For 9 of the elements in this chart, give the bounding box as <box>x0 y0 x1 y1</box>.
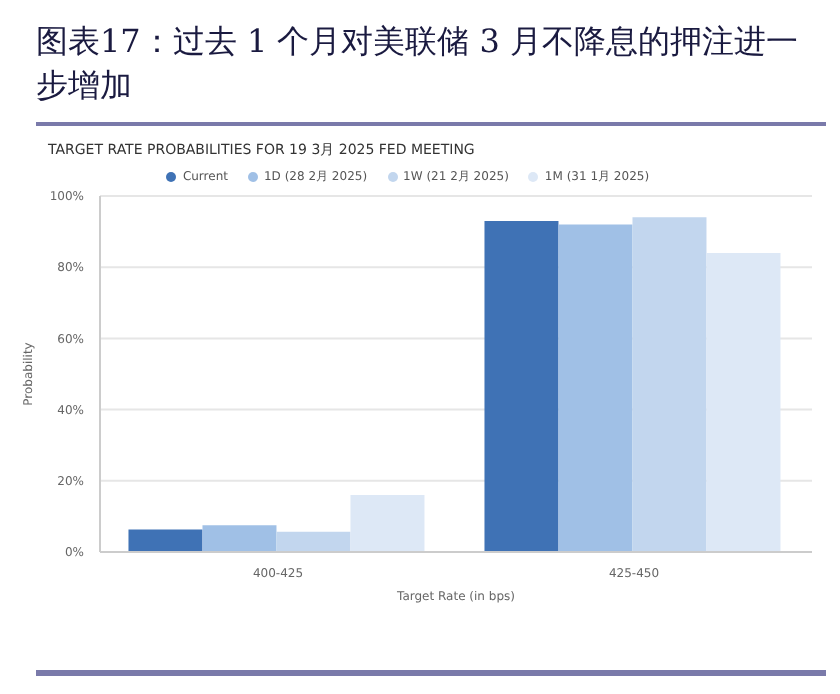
chart-title: 图表17：过去 1 个月对美联储 3 月不降息的押注进一步增加 <box>36 20 801 108</box>
bar <box>706 252 781 552</box>
bar <box>558 224 633 552</box>
bar <box>484 220 559 552</box>
bar <box>276 531 351 552</box>
bar <box>350 495 425 552</box>
bar <box>128 529 203 552</box>
bar <box>632 217 707 552</box>
bar <box>202 525 277 552</box>
